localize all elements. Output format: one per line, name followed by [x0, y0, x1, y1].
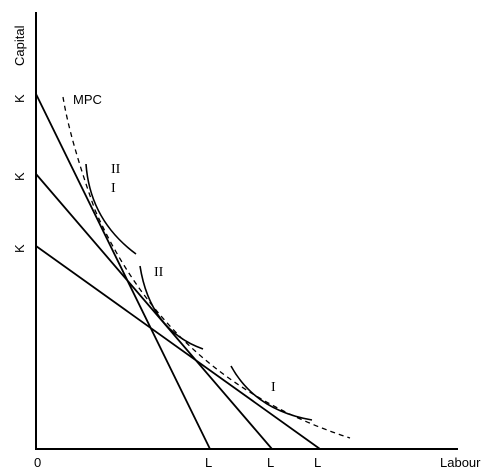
origin-label: 0 [34, 455, 41, 470]
isoquant-label-upper-i: I [111, 181, 116, 196]
isoquant-curves [85, 163, 313, 421]
y-tick-k-3: K [12, 244, 27, 253]
axes [35, 12, 458, 450]
isoquant-label-middle-ii: II [154, 265, 164, 280]
isoquant-curve-upper [85, 163, 137, 255]
isocost-lines [35, 93, 321, 450]
x-tick-l-3: L [314, 455, 321, 470]
isocost-line-2 [35, 173, 273, 450]
x-axis-label: Labour [440, 455, 481, 470]
y-tick-k-2: K [12, 172, 27, 181]
isoquant-label-lower-i: I [271, 380, 276, 395]
isoquant-curve-lower [230, 365, 313, 421]
isocost-line-3 [35, 245, 321, 450]
x-tick-l-1: L [205, 455, 212, 470]
isoquant-label-upper-ii: II [111, 162, 121, 177]
mpc-label: MPC [73, 92, 102, 107]
y-tick-k-1: K [12, 94, 27, 103]
y-axis-label: Capital [12, 25, 27, 66]
isoquant-curve-middle [139, 265, 204, 350]
isocost-line-1 [35, 93, 211, 450]
x-tick-l-2: L [267, 455, 274, 470]
mpc-curve [62, 96, 351, 439]
